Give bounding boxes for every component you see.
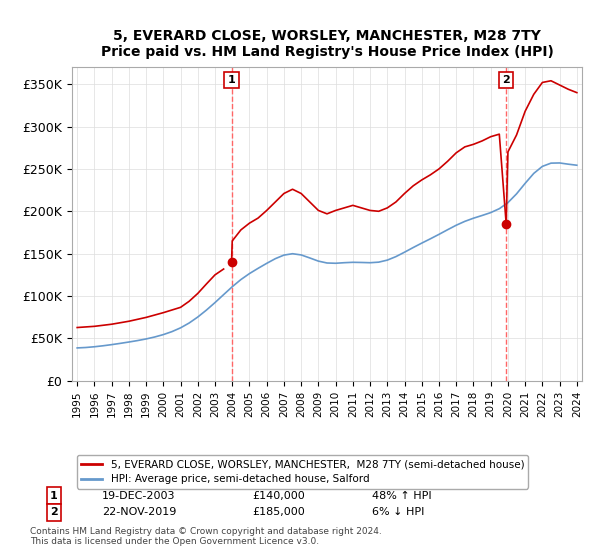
Text: Contains HM Land Registry data © Crown copyright and database right 2024.
This d: Contains HM Land Registry data © Crown c…	[30, 526, 382, 546]
Text: £185,000: £185,000	[252, 507, 305, 517]
Text: 2: 2	[50, 507, 58, 517]
Text: 2: 2	[502, 75, 510, 85]
Text: 19-DEC-2003: 19-DEC-2003	[102, 491, 176, 501]
Text: £140,000: £140,000	[252, 491, 305, 501]
Legend: 5, EVERARD CLOSE, WORSLEY, MANCHESTER,  M28 7TY (semi-detached house), HPI: Aver: 5, EVERARD CLOSE, WORSLEY, MANCHESTER, M…	[77, 455, 529, 488]
Text: 1: 1	[50, 491, 58, 501]
Text: 1: 1	[227, 75, 235, 85]
Title: 5, EVERARD CLOSE, WORSLEY, MANCHESTER, M28 7TY
Price paid vs. HM Land Registry's: 5, EVERARD CLOSE, WORSLEY, MANCHESTER, M…	[101, 29, 553, 59]
Text: 48% ↑ HPI: 48% ↑ HPI	[372, 491, 431, 501]
Text: 6% ↓ HPI: 6% ↓ HPI	[372, 507, 424, 517]
Text: 22-NOV-2019: 22-NOV-2019	[102, 507, 176, 517]
